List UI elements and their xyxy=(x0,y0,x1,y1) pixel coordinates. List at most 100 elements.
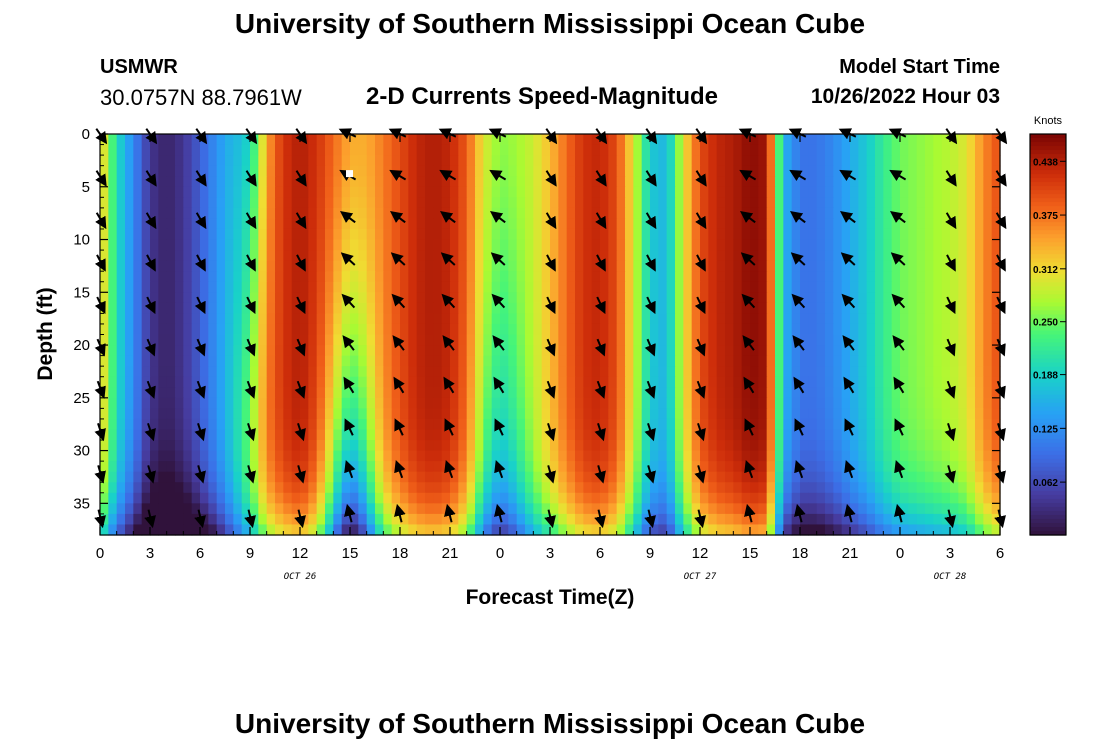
heatmap-cell xyxy=(600,155,609,167)
heatmap-cell xyxy=(583,450,593,462)
heatmap-cell xyxy=(325,355,334,367)
heatmap-cell xyxy=(941,313,951,325)
heatmap-cell xyxy=(508,482,518,494)
heatmap-cell xyxy=(475,513,484,526)
heatmap-cell xyxy=(150,397,159,409)
current-arrow xyxy=(545,212,557,230)
x-tick-label: 6 xyxy=(196,545,204,562)
heatmap-cell xyxy=(133,218,143,230)
heatmap-cell xyxy=(333,450,343,462)
heatmap-cell xyxy=(716,228,726,241)
heatmap-cell xyxy=(566,503,576,515)
heatmap-cell xyxy=(766,207,776,220)
heatmap-cell xyxy=(400,345,409,357)
heatmap-cell xyxy=(258,524,268,536)
heatmap-cell xyxy=(208,155,218,167)
current-arrow xyxy=(245,212,257,230)
heatmap-cell xyxy=(558,271,568,283)
heatmap-cell xyxy=(191,334,201,346)
heatmap-cell xyxy=(325,397,334,409)
heatmap-cell xyxy=(908,207,918,220)
heatmap-cell xyxy=(225,144,234,156)
heatmap-cell xyxy=(991,281,1001,293)
heatmap-cell xyxy=(641,313,651,325)
heatmap-cell xyxy=(225,292,234,304)
heatmap-cell xyxy=(800,482,809,494)
heatmap-cell xyxy=(716,334,726,346)
heatmap-cell xyxy=(650,250,659,262)
heatmap-cell xyxy=(141,482,151,494)
heatmap-cell xyxy=(483,397,493,409)
heatmap-cell xyxy=(916,387,926,399)
heatmap-cell xyxy=(341,397,351,409)
heatmap-cell xyxy=(208,165,218,177)
heatmap-cell xyxy=(491,239,501,251)
heatmap-cell xyxy=(483,440,493,452)
heatmap-cell xyxy=(675,176,684,188)
heatmap-cell xyxy=(433,355,443,367)
heatmap-cell xyxy=(183,387,193,399)
heatmap-cell xyxy=(258,450,268,462)
heatmap-cell xyxy=(316,429,326,441)
heatmap-cell xyxy=(658,440,668,452)
heatmap-cell xyxy=(591,271,601,283)
colorbar-band xyxy=(1030,278,1066,283)
heatmap-cell xyxy=(275,461,284,473)
current-arrow xyxy=(389,169,407,182)
heatmap-cell xyxy=(500,271,509,283)
heatmap-cell xyxy=(941,471,951,483)
heatmap-cell xyxy=(925,228,934,241)
heatmap-cell xyxy=(633,239,643,251)
heatmap-cell xyxy=(266,155,276,167)
heatmap-cell xyxy=(100,397,109,409)
heatmap-cell xyxy=(416,429,426,441)
heatmap-cell xyxy=(158,345,168,357)
heatmap-cell xyxy=(966,482,976,494)
colorbar-band xyxy=(1030,198,1066,203)
heatmap-cell xyxy=(450,302,459,314)
heatmap-cell xyxy=(391,302,401,314)
heatmap-cell xyxy=(533,461,543,473)
colorbar-band xyxy=(1030,446,1066,452)
heatmap-cell xyxy=(666,387,676,399)
heatmap-cell xyxy=(216,218,226,230)
heatmap-cell xyxy=(500,228,509,241)
heatmap-cell xyxy=(750,250,759,262)
heatmap-cell xyxy=(833,260,843,272)
heatmap-cell xyxy=(708,165,718,177)
heatmap-cell xyxy=(708,376,718,388)
heatmap-cell xyxy=(350,418,359,431)
heatmap-cell xyxy=(941,197,951,209)
heatmap-cell xyxy=(508,144,518,156)
heatmap-cell xyxy=(116,461,126,473)
heatmap-cell xyxy=(233,513,243,526)
heatmap-cell xyxy=(491,281,501,293)
heatmap-cell xyxy=(408,503,418,515)
heatmap-cell xyxy=(141,302,151,314)
heatmap-cell xyxy=(300,165,309,177)
colorbar-band xyxy=(1030,374,1066,380)
heatmap-cell xyxy=(325,155,334,167)
heatmap-cell xyxy=(625,471,634,483)
heatmap-cell xyxy=(141,250,151,262)
heatmap-cell xyxy=(191,397,201,409)
heatmap-cell xyxy=(450,186,459,198)
heatmap-cell xyxy=(866,186,876,198)
heatmap-cell xyxy=(725,387,734,399)
heatmap-cell xyxy=(491,387,501,399)
heatmap-cell xyxy=(566,228,576,241)
heatmap-cell xyxy=(991,218,1001,230)
heatmap-cell xyxy=(700,418,709,431)
heatmap-cell xyxy=(850,313,859,325)
current-arrow xyxy=(493,376,505,394)
heatmap-cell xyxy=(916,492,926,504)
heatmap-cell xyxy=(908,292,918,304)
heatmap-cell xyxy=(808,176,818,188)
heatmap-cell xyxy=(283,155,293,167)
heatmap-cell xyxy=(558,503,568,515)
heatmap-cell xyxy=(508,197,518,209)
heatmap-cell xyxy=(791,186,801,198)
heatmap-cell xyxy=(233,334,243,346)
heatmap-cell xyxy=(241,440,251,452)
heatmap-cell xyxy=(883,461,893,473)
